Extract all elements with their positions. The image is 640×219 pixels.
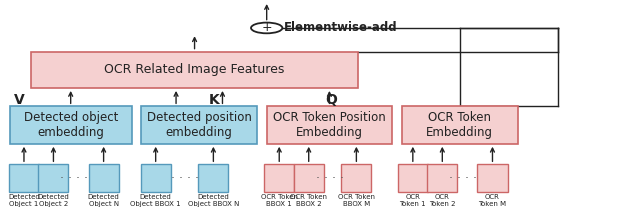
Text: Detected
Object 1: Detected Object 1	[8, 194, 40, 207]
FancyBboxPatch shape	[401, 106, 518, 144]
Text: · · · ·: · · · ·	[449, 172, 477, 185]
FancyBboxPatch shape	[428, 164, 458, 192]
Text: Detected position
embedding: Detected position embedding	[147, 111, 252, 139]
Text: Detected
Object BBOX 1: Detected Object BBOX 1	[131, 194, 181, 207]
Text: OCR
Token M: OCR Token M	[479, 194, 506, 207]
Text: · · · ·: · · · ·	[171, 172, 199, 185]
Text: OCR
Token 1: OCR Token 1	[399, 194, 426, 207]
Text: K: K	[209, 93, 219, 107]
Text: OCR Token Position
Embedding: OCR Token Position Embedding	[273, 111, 386, 139]
FancyBboxPatch shape	[294, 164, 324, 192]
FancyBboxPatch shape	[141, 164, 171, 192]
FancyBboxPatch shape	[341, 164, 371, 192]
FancyBboxPatch shape	[198, 164, 228, 192]
FancyBboxPatch shape	[9, 164, 39, 192]
Text: OCR Token
BBOX 2: OCR Token BBOX 2	[290, 194, 327, 207]
Text: · · · ·: · · · ·	[60, 172, 88, 185]
Text: Q: Q	[325, 93, 337, 107]
Text: OCR Token
BBOX 1: OCR Token BBOX 1	[260, 194, 298, 207]
Text: +: +	[261, 21, 272, 34]
FancyBboxPatch shape	[264, 164, 294, 192]
Text: · · · ·: · · · ·	[316, 172, 344, 185]
Text: V: V	[14, 93, 25, 107]
Text: OCR Token
Embedding: OCR Token Embedding	[426, 111, 493, 139]
Text: OCR Token
BBOX M: OCR Token BBOX M	[338, 194, 375, 207]
FancyBboxPatch shape	[141, 106, 257, 144]
Text: Elementwise-add: Elementwise-add	[284, 21, 398, 34]
FancyBboxPatch shape	[10, 106, 132, 144]
Text: Detected object
embedding: Detected object embedding	[24, 111, 118, 139]
FancyBboxPatch shape	[477, 164, 508, 192]
Text: Detected
Object BBOX N: Detected Object BBOX N	[188, 194, 239, 207]
Text: Detected
Object N: Detected Object N	[88, 194, 120, 207]
Text: OCR Related Image Features: OCR Related Image Features	[104, 63, 285, 76]
FancyBboxPatch shape	[31, 51, 358, 88]
FancyBboxPatch shape	[398, 164, 428, 192]
FancyBboxPatch shape	[267, 106, 392, 144]
Text: OCR
Token 2: OCR Token 2	[429, 194, 456, 207]
FancyBboxPatch shape	[38, 164, 68, 192]
Text: Detected
Object 2: Detected Object 2	[38, 194, 69, 207]
FancyBboxPatch shape	[88, 164, 118, 192]
Circle shape	[251, 23, 282, 33]
